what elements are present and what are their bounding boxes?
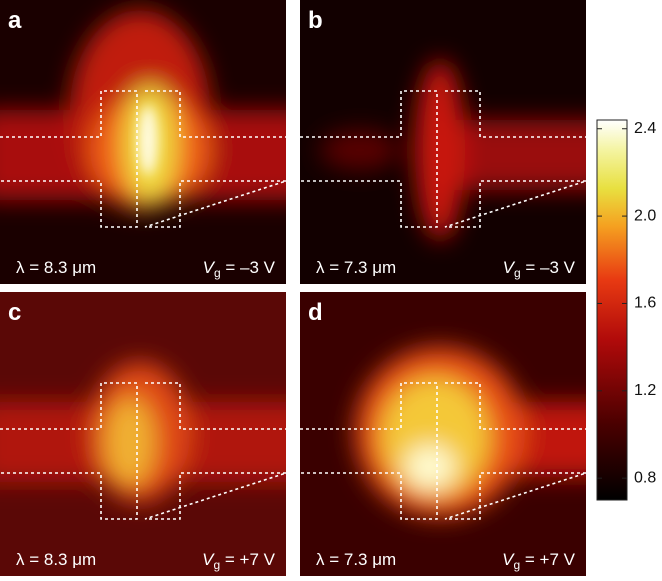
- colorbar-tick-label: 2.4: [634, 120, 656, 137]
- wavelength-label: λ = 7.3 μm: [316, 258, 396, 277]
- gate-subscript: g: [513, 558, 520, 572]
- colorbar-tick-label: 1.6: [634, 295, 656, 312]
- gate-label: Vg = –3 V: [503, 258, 576, 280]
- panel-a: [0, 0, 286, 284]
- wavelength-label: λ = 8.3 μm: [16, 550, 96, 569]
- device-outline: [300, 90, 587, 228]
- gate-symbol: V: [202, 550, 215, 569]
- device-outlines: [0, 90, 587, 520]
- panel-label: d: [308, 299, 323, 326]
- device-outline: [0, 382, 287, 520]
- gate-subscript: g: [514, 266, 521, 280]
- gate-subscript: g: [213, 558, 220, 572]
- gate-label: Vg = –3 V: [203, 258, 276, 280]
- colorbar-tick-label: 2.0: [634, 207, 656, 224]
- labels: a λ = 8.3 μm Vg = –3 V b λ = 7.3 μm Vg = –3 V…: [8, 7, 656, 572]
- gate-text: = +7 V: [520, 550, 575, 569]
- colorbar-tick-label: 0.8: [634, 469, 656, 486]
- device-outline: [0, 90, 287, 228]
- gate-label: Vg = +7 V: [202, 550, 276, 572]
- panel-label: b: [308, 7, 323, 34]
- gate-text: = +7 V: [220, 550, 275, 569]
- gate-subscript: g: [214, 266, 221, 280]
- panel-label: a: [8, 7, 22, 34]
- colorbar: [596, 119, 628, 501]
- gate-text: = –3 V: [521, 258, 576, 277]
- wavelength-label: λ = 8.3 μm: [16, 258, 96, 277]
- panel-d: [300, 292, 586, 576]
- panel-label: c: [8, 299, 21, 326]
- gate-text: = –3 V: [221, 258, 276, 277]
- gate-label: Vg = +7 V: [502, 550, 576, 572]
- device-outline: [300, 382, 587, 520]
- gate-symbol: V: [502, 550, 515, 569]
- panel-c: [0, 292, 286, 576]
- wavelength-label: λ = 7.3 μm: [316, 550, 396, 569]
- panel-b: [300, 0, 586, 284]
- colorbar-tick-label: 1.2: [634, 382, 656, 399]
- gate-symbol: V: [203, 258, 216, 277]
- gate-symbol: V: [503, 258, 516, 277]
